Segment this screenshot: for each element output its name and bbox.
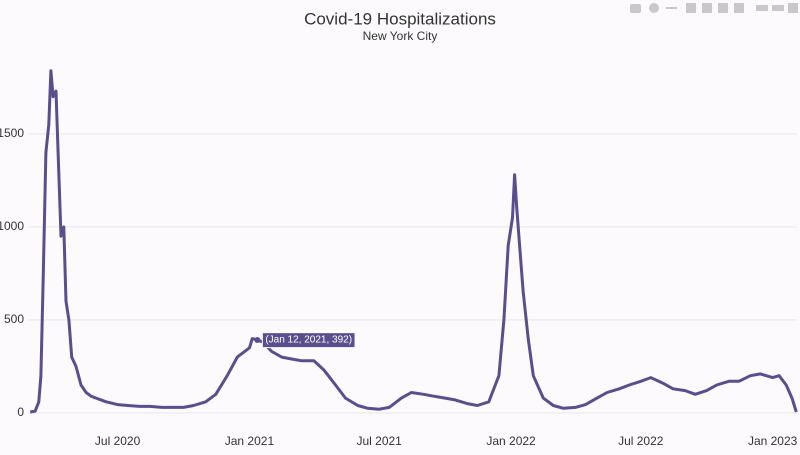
chart-title: Covid-19 Hospitalizations xyxy=(304,9,496,28)
x-tick-label: Jan 2022 xyxy=(486,434,536,448)
x-tick-label: Jan 2021 xyxy=(225,434,275,448)
logo-icon[interactable] xyxy=(788,3,798,13)
zoom-icon[interactable] xyxy=(649,3,659,13)
autoscale-icon[interactable] xyxy=(718,3,728,13)
hover-point xyxy=(254,337,261,344)
y-tick-label: 1500 xyxy=(0,126,24,140)
y-tick-label: 1000 xyxy=(0,219,24,233)
spike-icon[interactable] xyxy=(756,5,768,11)
camera-icon[interactable] xyxy=(630,4,641,13)
zoom-in-icon[interactable] xyxy=(686,3,696,13)
x-tick-label: Jul 2021 xyxy=(356,434,402,448)
hover-label: (Jan 12, 2021, 392) xyxy=(265,335,352,346)
modebar[interactable] xyxy=(630,3,798,13)
zoom-out-icon[interactable] xyxy=(702,3,712,13)
y-tick-label: 500 xyxy=(4,312,24,326)
pan-icon[interactable] xyxy=(666,7,677,9)
x-tick-label: Jul 2022 xyxy=(618,434,664,448)
reset-icon[interactable] xyxy=(734,3,744,13)
hover-box xyxy=(261,332,356,349)
chart-subtitle: New York City xyxy=(363,29,438,43)
y-tick-label: 0 xyxy=(17,405,24,419)
data-line xyxy=(29,69,798,414)
x-tick-label: Jul 2020 xyxy=(95,434,141,448)
x-tick-label: Jan 2023 xyxy=(748,434,798,448)
compare-icon[interactable] xyxy=(772,5,784,11)
